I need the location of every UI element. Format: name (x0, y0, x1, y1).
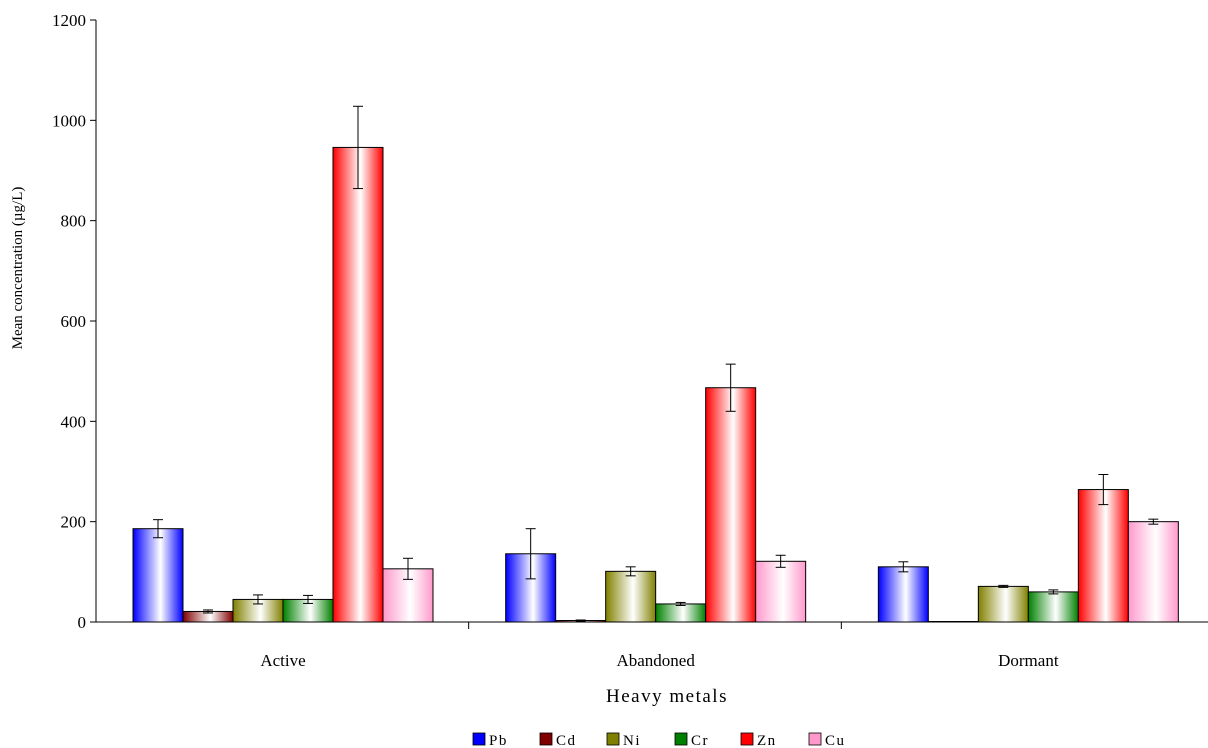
bar-zn-dormant (1077, 489, 1129, 623)
legend-swatch (606, 732, 620, 746)
legend-label: Ni (623, 733, 641, 748)
y-tick-label: 1200 (52, 11, 86, 30)
bar-cr-dormant (1027, 591, 1079, 623)
legend-item-pb: Pb (472, 732, 508, 748)
error-bar-ni-abandoned (625, 566, 636, 577)
y-tick-label: 800 (61, 212, 87, 231)
legend-item-ni: Ni (606, 732, 641, 748)
bar-cu-dormant (1127, 521, 1179, 623)
error-bar-cd-active (203, 609, 213, 614)
legend-item-cu: Cu (808, 732, 846, 748)
error-bar-cu-active (403, 557, 413, 580)
error-bar-zn-abandoned (725, 363, 736, 412)
legend-item-zn: Zn (740, 732, 777, 748)
legend-label: Zn (757, 733, 777, 748)
axes: 0 200 400 600 800 1000 1200 Active Abandoned Dorm… (52, 11, 1208, 670)
legend-swatch (539, 732, 553, 746)
error-bar-pb-active (153, 519, 163, 539)
legend-label: Cd (556, 733, 577, 748)
y-tick-label: 600 (61, 312, 87, 331)
y-tick-label: 400 (61, 412, 87, 431)
legend-swatch (740, 732, 754, 746)
bar-pb-active (132, 528, 184, 623)
x-tick-label: Dormant (998, 651, 1059, 670)
error-bar-cr-dormant (1048, 589, 1059, 595)
error-bar-cu-dormant (1148, 518, 1159, 525)
legend-label: Cu (825, 733, 846, 748)
error-bar-ni-dormant (998, 584, 1009, 588)
error-bar-cd-abandoned (575, 619, 586, 622)
error-bar-zn-active (353, 105, 363, 190)
legend-swatch (808, 732, 822, 746)
error-bar-pb-dormant (898, 561, 909, 573)
legend-swatch (472, 732, 486, 746)
plot-area (132, 105, 1179, 623)
bar-cu-abandoned (755, 560, 807, 623)
y-tick-label: 1000 (52, 111, 86, 130)
error-bar-ni-active (253, 594, 263, 605)
x-tick-label: Active (260, 651, 305, 670)
bar-ni-dormant (977, 585, 1029, 623)
bar-zn-abandoned (705, 387, 757, 623)
error-bar-cu-abandoned (775, 554, 786, 568)
legend-label: Pb (489, 733, 508, 748)
bar-cr-abandoned (655, 603, 707, 623)
bar-ni-abandoned (605, 570, 657, 623)
y-axis-title: Mean concentration (µg/L) (10, 187, 26, 350)
legend-label: Cr (691, 733, 709, 748)
bar-zn-active (332, 146, 384, 623)
bar-pb-dormant (877, 566, 929, 623)
error-bar-zn-dormant (1098, 474, 1109, 506)
legend: Pb Cd Ni Cr Zn Cu (472, 732, 846, 748)
y-tick-label: 0 (78, 613, 87, 632)
x-tick-label: Abandoned (616, 651, 695, 670)
error-bar-cr-abandoned (675, 601, 686, 606)
legend-item-cd: Cd (539, 732, 577, 748)
legend-swatch (674, 732, 688, 746)
legend-item-cr: Cr (674, 732, 709, 748)
error-bar-cr-active (303, 594, 313, 604)
error-bar-pb-abandoned (525, 528, 536, 580)
y-tick-label: 200 (61, 513, 87, 532)
x-axis-title: Heavy metals (606, 686, 728, 707)
